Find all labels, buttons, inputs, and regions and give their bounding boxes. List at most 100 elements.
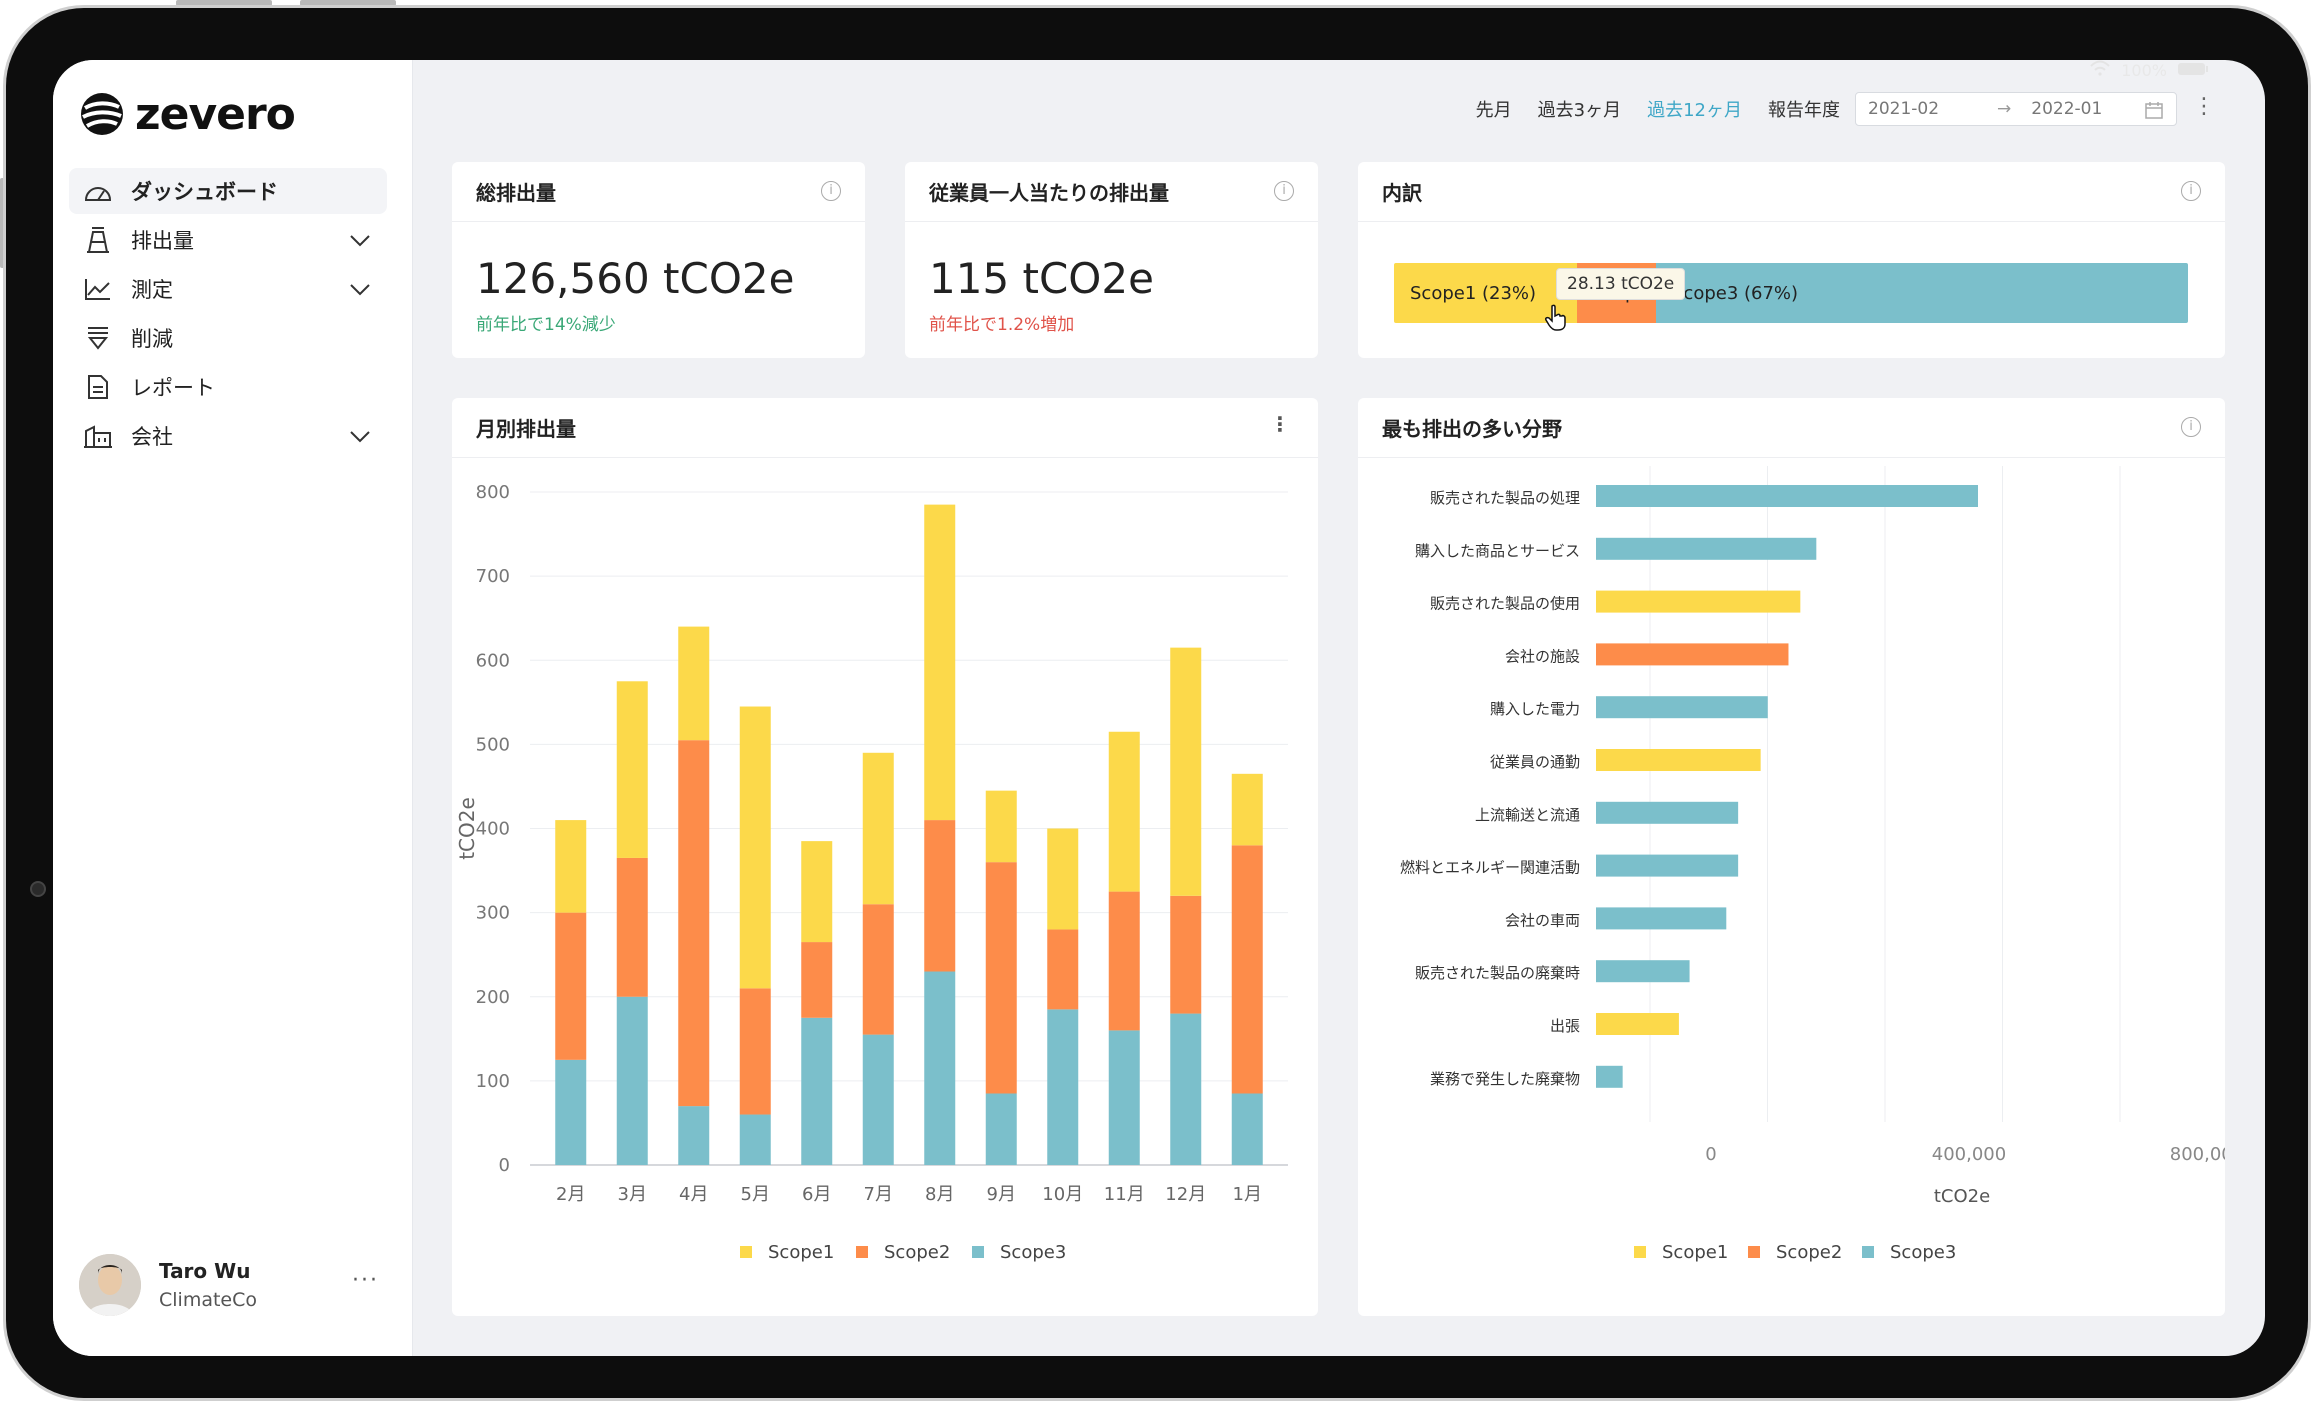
bar-segment-scope3 <box>924 971 956 1165</box>
bar-segment-scope1 <box>739 706 771 989</box>
sidebar-item-emissions[interactable]: 排出量 <box>69 217 387 263</box>
sidebar-item-dashboard[interactable]: ダッシュボード <box>69 168 387 214</box>
avatar <box>79 1254 141 1316</box>
sidebar-item-company[interactable]: 会社 <box>69 413 387 459</box>
period-last-month[interactable]: 先月 <box>1475 100 1512 121</box>
category-label: 上流輸送と流通 <box>1475 806 1580 824</box>
calendar-icon <box>2144 100 2164 125</box>
bar-segment-scope1 <box>616 681 648 858</box>
bar-segment-scope1 <box>985 790 1017 863</box>
top-sectors-chart: 販売された製品の処理購入した商品とサービス販売された製品の使用会社の施設購入した… <box>1400 466 2225 1263</box>
info-icon[interactable]: i <box>1274 181 1294 201</box>
sidebar-item-label: ダッシュボード <box>131 180 278 204</box>
x-tick-label: 12月 <box>1165 1184 1206 1205</box>
user-info: Taro Wu ClimateCo <box>159 1259 257 1311</box>
x-tick-label: 6月 <box>802 1184 831 1205</box>
bar-segment-scope1 <box>555 820 587 913</box>
bar-segment-scope2 <box>678 740 710 1107</box>
info-icon[interactable]: i <box>2181 417 2201 437</box>
bar-segment-scope2 <box>985 862 1017 1094</box>
legend-swatch <box>1862 1246 1874 1258</box>
arrow-right-icon: → <box>1997 99 2012 119</box>
screen: zevero ダッシュボード 排出量 <box>53 60 2265 1356</box>
sidebar: zevero ダッシュボード 排出量 <box>53 60 413 1356</box>
bar-segment-scope1 <box>678 626 710 741</box>
y-tick-label: 600 <box>476 650 510 671</box>
user-more-button[interactable]: ··· <box>352 1268 379 1293</box>
info-icon[interactable]: i <box>821 181 841 201</box>
period-last-3-months[interactable]: 過去3ヶ月 <box>1537 100 1622 121</box>
sidebar-item-label: 削減 <box>131 327 173 351</box>
card-header: 従業員一人当たりの排出量 i <box>905 162 1318 222</box>
date-from: 2021-02 <box>1868 99 1940 119</box>
bar-segment-scope2 <box>862 904 894 1035</box>
sidebar-item-reduction[interactable]: 削減 <box>69 315 387 361</box>
logo-icon <box>81 93 123 135</box>
bar-segment-scope3 <box>1047 1009 1079 1165</box>
bar-segment-scope2 <box>1231 845 1263 1094</box>
period-selector: 先月 過去3ヶ月 過去12ヶ月 報告年度 <box>1476 96 1840 122</box>
per-employee-card: 従業員一人当たりの排出量 i 115 tCO2e 前年比で1.2%増加 <box>905 162 1318 358</box>
bar-segment-scope2 <box>1170 895 1202 1014</box>
user-org: ClimateCo <box>159 1289 258 1311</box>
category-label: 燃料とエネルギー関連活動 <box>1400 859 1580 877</box>
x-tick-label: 8月 <box>925 1184 954 1205</box>
sector-bar <box>1596 1013 1679 1035</box>
sector-bar <box>1596 1065 1623 1088</box>
sector-bar <box>1596 590 1801 613</box>
period-last-12-months[interactable]: 過去12ヶ月 <box>1647 100 1742 121</box>
bar-segment-scope3 <box>862 1034 894 1165</box>
info-icon[interactable]: i <box>2181 181 2201 201</box>
card-title: 月別排出量 <box>476 417 576 441</box>
date-range-picker[interactable]: 2021-02 → 2022-01 <box>1855 92 2177 126</box>
period-reporting-year[interactable]: 報告年度 <box>1768 100 1840 121</box>
bar-segment-scope3 <box>739 1114 771 1165</box>
chevron-down-icon[interactable] <box>349 229 371 253</box>
logo[interactable]: zevero <box>79 84 296 144</box>
sector-bar <box>1596 643 1789 666</box>
sidebar-nav: ダッシュボード 排出量 測定 <box>69 168 387 462</box>
breakdown-segment-scope3[interactable]: Scope3 (67%) <box>1656 263 2188 323</box>
total-emissions-value: 126,560 tCO2e <box>476 254 795 303</box>
sidebar-item-measurement[interactable]: 測定 <box>69 266 387 312</box>
x-tick-label: 0 <box>1705 1144 1716 1165</box>
breakdown-segment-scope1[interactable]: Scope1 (23%) <box>1394 263 1577 323</box>
battery-level: 100% <box>2121 60 2167 80</box>
logo-text: zevero <box>135 88 296 140</box>
y-tick-label: 200 <box>476 987 510 1008</box>
sidebar-item-reports[interactable]: レポート <box>69 364 387 410</box>
total-emissions-change: 前年比で14%減少 <box>476 315 616 335</box>
category-label: 業務で発生した廃棄物 <box>1430 1070 1580 1088</box>
chevron-down-icon[interactable] <box>349 278 371 302</box>
sector-bar <box>1596 801 1739 824</box>
bar-segment-scope2 <box>1047 929 1079 1010</box>
card-header: 総排出量 i <box>452 162 865 222</box>
bar-segment-scope1 <box>924 504 956 821</box>
bar-segment-scope3 <box>616 996 648 1165</box>
legend-swatch <box>1634 1246 1646 1258</box>
battery-icon <box>2177 61 2209 80</box>
y-tick-label: 500 <box>476 734 510 755</box>
legend-swatch <box>1748 1246 1760 1258</box>
category-label: 従業員の通勤 <box>1490 753 1580 771</box>
camera <box>30 881 46 897</box>
total-emissions-card: 総排出量 i 126,560 tCO2e 前年比で14%減少 <box>452 162 865 358</box>
legend-swatch <box>972 1246 984 1258</box>
user-profile[interactable]: Taro Wu ClimateCo ··· <box>79 1250 389 1320</box>
status-bar: 100% <box>2089 60 2209 80</box>
sidebar-item-label: レポート <box>131 376 215 400</box>
volume-button <box>300 0 396 6</box>
chevron-down-icon[interactable] <box>349 425 371 449</box>
category-label: 販売された製品の廃棄時 <box>1415 964 1580 982</box>
category-label: 購入した電力 <box>1490 700 1580 718</box>
sidebar-item-label: 会社 <box>131 425 173 449</box>
breakdown-bar: Scope1 (23%) Scope2 (10%) Scope3 (67%) <box>1394 263 2188 323</box>
x-tick-label: 3月 <box>618 1184 647 1205</box>
more-options-icon[interactable]: ⋮ <box>1270 412 1290 436</box>
y-tick-label: 100 <box>476 1071 510 1092</box>
more-options-icon[interactable]: ⋮ <box>2193 94 2215 119</box>
bar-segment-scope2 <box>1108 891 1140 1031</box>
card-title: 内訳 <box>1382 181 1422 205</box>
breakdown-tooltip: 28.13 tCO2e <box>1556 268 1686 300</box>
sector-bar <box>1596 854 1739 877</box>
